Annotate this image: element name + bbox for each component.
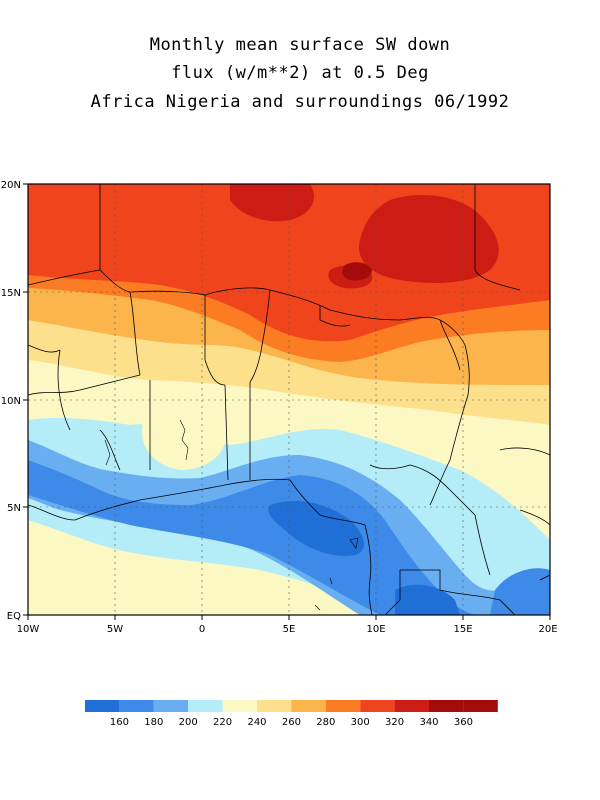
legend-label: 160 <box>110 717 129 728</box>
band-180-east <box>490 568 550 615</box>
y-tick-label: 10N <box>1 396 21 407</box>
legend-swatch <box>188 700 223 712</box>
y-tick-label: 20N <box>1 180 21 191</box>
axis-ticks <box>23 183 551 620</box>
band-160 <box>268 500 365 556</box>
band-180 <box>28 460 480 615</box>
legend-label: 180 <box>144 717 163 728</box>
legend-label: 260 <box>282 717 301 728</box>
legend-swatch <box>394 700 429 712</box>
y-tick-label: 15N <box>1 288 21 299</box>
chart-title-line-3: Africa Nigeria and surroundings 06/1992 <box>90 92 510 112</box>
x-tick-label: 0 <box>199 624 205 635</box>
legend-label: 240 <box>247 717 266 728</box>
country-borders <box>28 184 550 615</box>
y-tick-label: EQ <box>7 611 21 622</box>
x-tick-label: 5E <box>283 624 296 635</box>
legend-swatch <box>325 700 361 712</box>
legend-swatch <box>257 700 292 712</box>
band-160-south <box>395 584 460 615</box>
legend-swatch <box>291 700 326 712</box>
legend-swatch <box>85 700 120 712</box>
legend-swatch <box>463 700 498 712</box>
legend-swatch <box>429 700 464 712</box>
x-tick-label: 15E <box>453 624 472 635</box>
x-tick-label: 10E <box>366 624 385 635</box>
x-tick-label: 10W <box>17 624 40 635</box>
color-legend <box>85 700 498 712</box>
x-tick-label: 5W <box>107 624 123 635</box>
legend-label: 360 <box>454 717 473 728</box>
x-tick-labels: 10W 5W 0 5E 10E 15E 20E <box>17 624 558 635</box>
legend-label: 320 <box>385 717 404 728</box>
legend-swatch <box>360 700 395 712</box>
legend-labels: 160 180 200 220 240 260 280 300 320 340 360 <box>110 717 473 728</box>
legend-swatch <box>119 700 154 712</box>
legend-swatch <box>222 700 257 712</box>
band-240-west <box>141 403 226 470</box>
band-340-north <box>359 195 499 283</box>
legend-label: 340 <box>419 717 438 728</box>
band-360 <box>342 262 372 281</box>
y-tick-label: 5N <box>7 503 21 514</box>
legend-label: 280 <box>316 717 335 728</box>
legend-label: 300 <box>351 717 370 728</box>
band-340 <box>230 184 314 222</box>
chart-title-line-1: Monthly mean surface SW down <box>149 35 451 55</box>
chart-title-line-2: flux (w/m**2) at 0.5 Deg <box>171 63 429 83</box>
y-tick-labels: EQ 5N 10N 15N 20N <box>1 180 21 622</box>
x-tick-label: 20E <box>538 624 557 635</box>
legend-swatch <box>153 700 189 712</box>
lakes-islands <box>104 419 359 611</box>
legend-label: 200 <box>179 717 198 728</box>
legend-label: 220 <box>213 717 232 728</box>
